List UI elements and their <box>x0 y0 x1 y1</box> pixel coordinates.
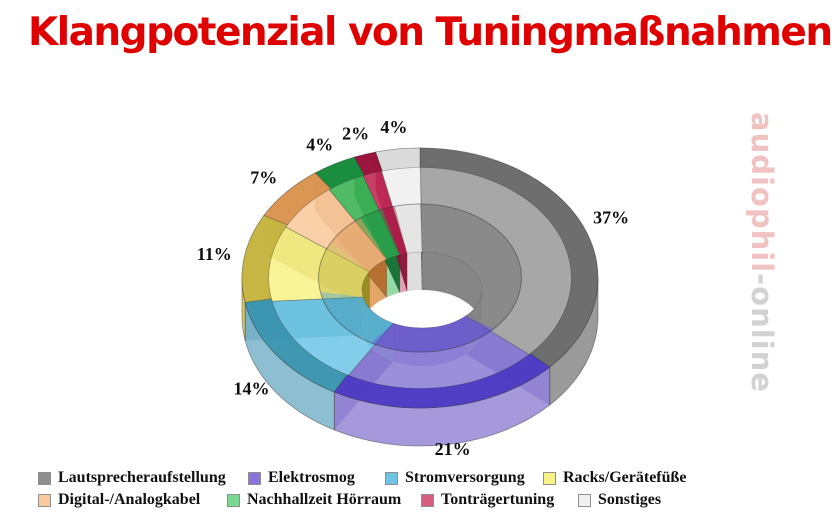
slice-inner-wall-back <box>422 252 482 328</box>
slice-funnel <box>382 206 408 255</box>
slice-percent-label: 4% <box>380 117 407 137</box>
slice-percent-label: 14% <box>234 378 270 398</box>
slice-funnel <box>320 291 394 343</box>
slice-percent-label: 2% <box>342 123 369 143</box>
slice-funnel <box>360 209 400 260</box>
slice-percent-label: 37% <box>593 208 629 228</box>
slice-inner-wall-back <box>407 252 422 292</box>
watermark-secondary: -online <box>745 273 779 393</box>
slice-percent-label: 11% <box>197 244 232 264</box>
slice-percent-label: 4% <box>306 135 333 155</box>
slice-percent-label: 7% <box>250 167 277 187</box>
watermark-primary: audiophil <box>745 112 779 273</box>
slice-outer-bevel <box>375 147 421 172</box>
slice-percent-label: 21% <box>435 439 471 459</box>
funnel-rim-line <box>318 203 522 353</box>
slice-funnel <box>420 203 522 329</box>
slice-funnel <box>318 242 370 298</box>
slice-funnel <box>394 203 422 254</box>
slice-funnel <box>331 218 387 272</box>
watermark: audiophil-online <box>745 112 779 393</box>
slice-funnel <box>371 316 494 353</box>
page-title: Klangpotenzial von Tuningmaßnahmen <box>28 10 833 55</box>
